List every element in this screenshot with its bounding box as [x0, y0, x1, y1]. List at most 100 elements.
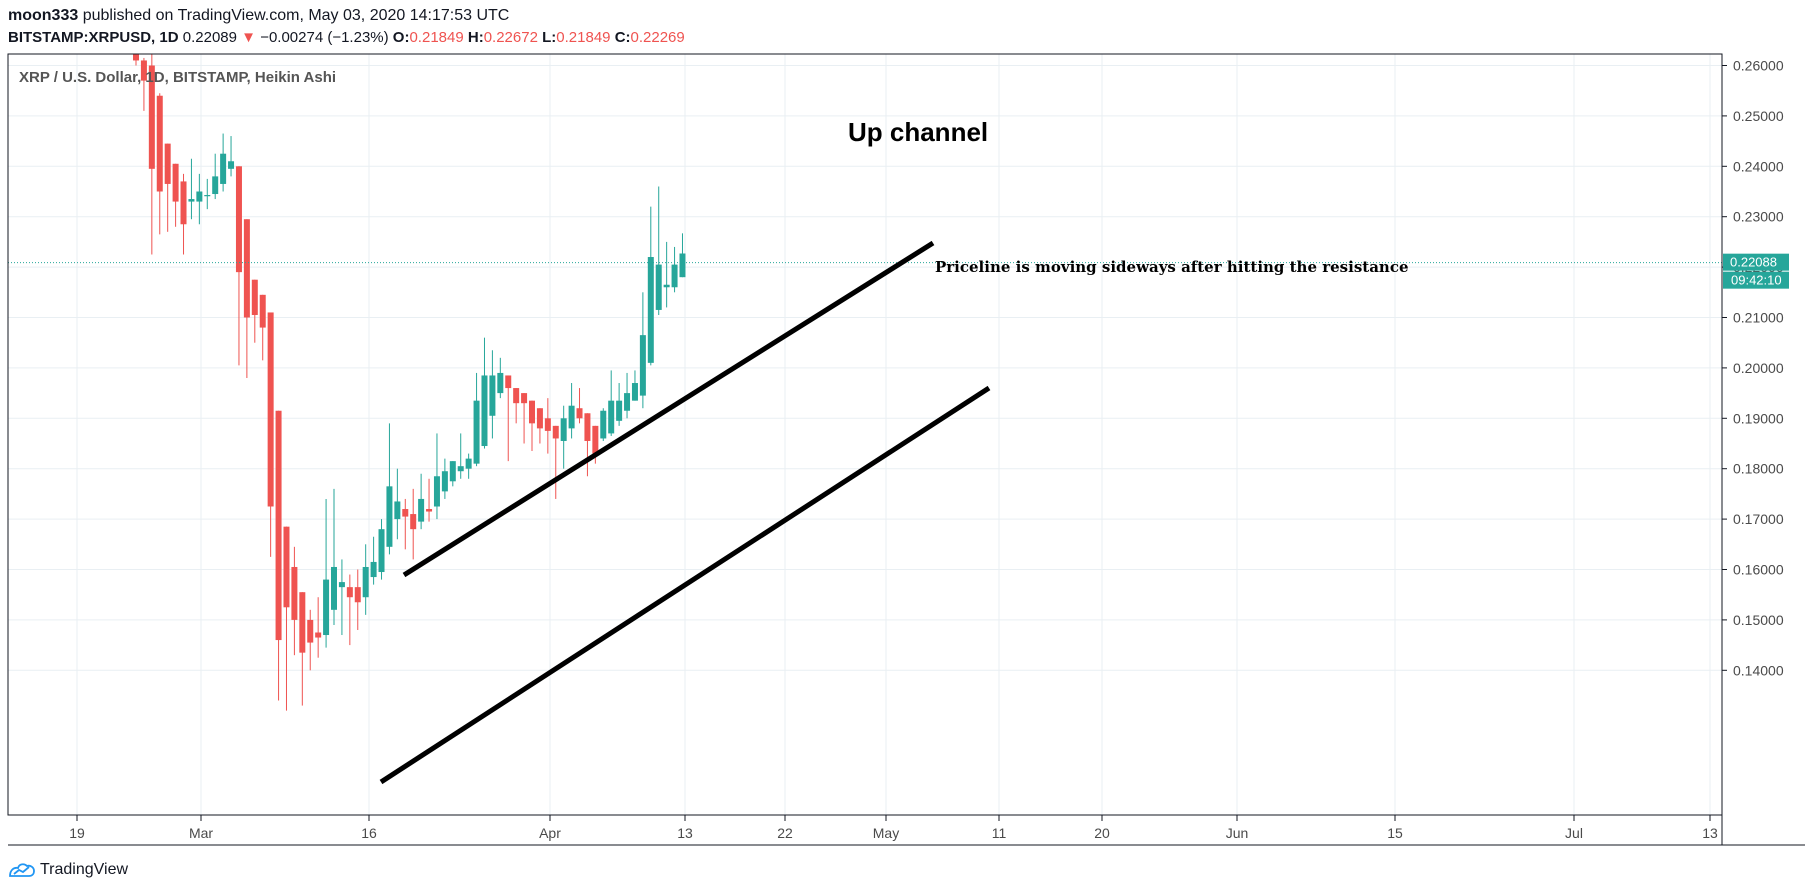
price-tick-label: 0.18000 — [1733, 461, 1784, 477]
time-tick-label: Jun — [1226, 825, 1249, 841]
price-tick-label: 0.19000 — [1733, 410, 1784, 426]
candle — [212, 153, 219, 200]
time-tick-label: 19 — [69, 825, 85, 841]
candle — [608, 370, 615, 436]
price-tick-label: 0.14000 — [1733, 662, 1784, 678]
candle — [481, 337, 488, 449]
symbol-label[interactable]: BITSTAMP:XRPUSD, 1D — [8, 29, 179, 46]
countdown-label: 09:42:10 — [1731, 273, 1782, 288]
candle — [307, 609, 314, 671]
candle — [418, 473, 425, 530]
candle — [331, 488, 337, 625]
candle-body — [679, 253, 686, 278]
price-chart[interactable]: Up channel Priceline is moving sideways … — [0, 52, 1805, 852]
candle-body — [568, 405, 575, 429]
candle — [410, 488, 417, 560]
time-tick-label: 20 — [1094, 825, 1110, 841]
candle-body — [544, 418, 551, 431]
candle — [465, 453, 472, 479]
candle — [536, 408, 543, 444]
price-axis[interactable]: 0.14000 0.15000 0.16000 0.17000 0.18000 0.190… — [1722, 58, 1784, 679]
candle-body — [299, 592, 306, 653]
candle-body — [204, 195, 211, 197]
candle — [647, 206, 654, 366]
candle — [362, 544, 369, 615]
candle-body — [172, 163, 179, 202]
candle-body — [671, 264, 678, 288]
resistance-note[interactable]: Priceline is moving sideways after hitti… — [935, 258, 1409, 276]
candle — [624, 372, 631, 419]
candle-body — [513, 388, 520, 404]
last-price: 0.22089 — [182, 29, 237, 46]
candle-body — [560, 418, 567, 441]
time-tick-label: May — [873, 825, 899, 841]
candle — [338, 559, 345, 636]
low-value: 0.21849 — [556, 29, 611, 46]
high-value: 0.22672 — [483, 29, 538, 46]
candle-body — [552, 425, 559, 439]
candle-body — [283, 526, 290, 608]
channel-title[interactable]: Up channel — [848, 117, 988, 147]
price-badge-label: 0.22088 — [1730, 255, 1777, 270]
price-tick-label: 0.20000 — [1733, 360, 1784, 376]
candle — [370, 536, 377, 585]
candle-body — [418, 498, 425, 522]
candle-body — [410, 514, 417, 530]
candle-body — [251, 279, 258, 315]
candle — [497, 357, 504, 399]
candle-body — [631, 383, 638, 401]
brand-name[interactable]: TradingView — [40, 861, 129, 878]
candle — [164, 143, 171, 232]
candle — [489, 350, 496, 439]
candle — [156, 93, 163, 235]
candle — [394, 468, 401, 540]
grid — [8, 54, 1722, 815]
candle-body — [441, 471, 448, 492]
candle — [188, 158, 195, 220]
candle-body — [140, 60, 147, 81]
candle-body — [331, 566, 337, 610]
candle-body — [291, 566, 298, 620]
candle — [552, 425, 559, 499]
candle — [639, 292, 646, 409]
candle — [275, 410, 282, 701]
candle-body — [449, 461, 456, 482]
upper-channel-line[interactable] — [402, 240, 935, 578]
candle — [291, 546, 298, 656]
candle-body — [370, 561, 377, 578]
author-name[interactable]: moon333 — [8, 7, 79, 24]
price-tick-label: 0.26000 — [1733, 58, 1784, 74]
candle-body — [346, 587, 353, 598]
lower-channel-line[interactable] — [379, 385, 991, 785]
candle — [402, 498, 409, 550]
candles — [133, 54, 686, 711]
candle — [505, 375, 512, 462]
time-tick-label: 16 — [361, 825, 377, 841]
candle — [243, 219, 250, 378]
candle — [323, 498, 330, 648]
time-tick-label: 11 — [992, 825, 1007, 841]
candle — [220, 133, 227, 192]
time-tick-label: 13 — [677, 825, 693, 841]
candle — [378, 519, 385, 580]
time-tick-label: 15 — [1387, 825, 1403, 841]
down-arrow-icon: ▼ — [241, 29, 257, 46]
candle — [433, 433, 440, 520]
tradingview-logo-icon[interactable] — [8, 862, 36, 878]
candle-body — [164, 143, 171, 184]
candle-body — [608, 400, 615, 434]
published-text: published on TradingView.com, May 03, 20… — [82, 7, 510, 24]
candle-body — [386, 486, 393, 547]
candle-body — [156, 95, 163, 192]
candle — [529, 400, 535, 452]
candle-body — [497, 372, 504, 394]
ohlc-line: BITSTAMP:XRPUSD, 1D 0.22089 ▼ −0.00274 (… — [8, 28, 685, 48]
trendlines[interactable] — [379, 240, 991, 785]
candle-body — [465, 458, 472, 469]
candle-body — [196, 191, 203, 202]
candle-body — [243, 219, 250, 318]
chart-title: XRP / U.S. Dollar, 1D, BITSTAMP, Heikin … — [19, 69, 336, 86]
candle — [679, 233, 686, 278]
candle — [251, 279, 258, 343]
time-axis[interactable]: 19 Mar 16 Apr 13 22 May 11 20 Jun 15 Jul 13 — [69, 815, 1718, 841]
